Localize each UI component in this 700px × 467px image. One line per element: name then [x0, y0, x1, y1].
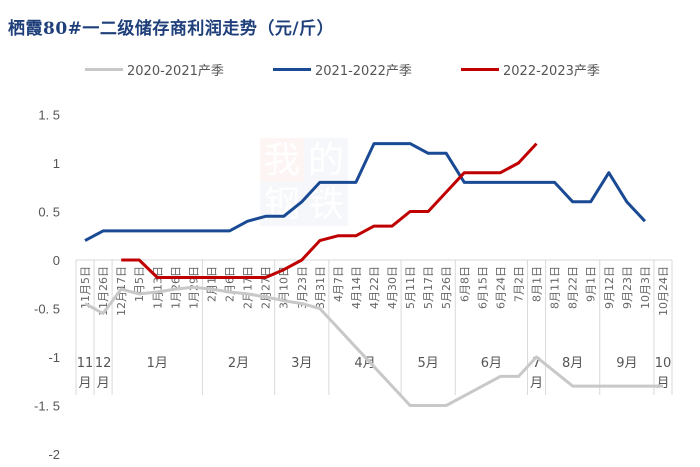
month-label: 12 [95, 356, 112, 371]
watermark-char: 的 [308, 140, 344, 181]
x-tick-label: 2月6日 [224, 266, 237, 302]
y-tick-label: 0 [53, 253, 60, 268]
month-label: 10 [655, 356, 672, 371]
month-label: 6月 [481, 356, 502, 371]
month-label: 4月 [354, 356, 375, 371]
legend-label: 2021-2022产季 [315, 64, 412, 79]
x-tick-label: 3月10日 [278, 266, 291, 309]
x-tick-label: 9月23日 [621, 266, 634, 309]
x-tick-label: 1月5日 [133, 266, 146, 302]
watermark-tile [260, 138, 304, 182]
y-tick-label: 1 [53, 156, 60, 171]
x-tick-label: 10月3日 [639, 266, 652, 309]
x-tick-label: 2月17日 [242, 266, 255, 309]
x-tick-label: 2月27日 [260, 266, 273, 309]
watermark: 我的钢铁 [260, 138, 348, 226]
x-tick-label: 5月11日 [404, 266, 417, 309]
month-label: 2月 [228, 356, 249, 371]
month-label: 8月 [562, 356, 583, 371]
month-label: 月 [530, 376, 543, 391]
month-label: 月 [79, 376, 92, 391]
x-tick-label: 6月15日 [476, 266, 489, 309]
legend-item-2022-2023: 2022-2023产季 [461, 60, 600, 79]
legend-label: 2022-2023产季 [503, 64, 600, 79]
x-tick-label: 4月7日 [332, 266, 345, 302]
x-tick-label: 9月12日 [603, 266, 616, 309]
month-label: 月 [97, 376, 110, 391]
month-label: 月 [656, 376, 669, 391]
x-tick-label: 5月17日 [422, 266, 435, 309]
x-tick-label: 7月2日 [512, 266, 525, 302]
x-tick-label: 6月24日 [494, 266, 507, 309]
month-label: 1月 [147, 356, 168, 371]
y-tick-label: -2 [48, 447, 60, 462]
x-tick-label: 4月22日 [368, 266, 381, 309]
x-tick-label: 6月8日 [458, 266, 471, 302]
chart-title: 栖霞80#一二级储存商利润走势（元/斤） [8, 19, 335, 39]
watermark-char: 钢 [264, 184, 300, 225]
y-tick-label: -1. 5 [34, 399, 60, 414]
x-tick-label: 10月24日 [657, 266, 670, 316]
legend-swatch-red [461, 68, 499, 71]
x-tick-label: 11月5日 [79, 266, 92, 309]
chart-legend: 2020-2021产季 2021-2022产季 2022-2023产季 [0, 60, 700, 80]
x-tick-label: 3月23日 [296, 266, 309, 309]
legend-item-2021-2022: 2021-2022产季 [273, 60, 412, 79]
legend-swatch-gray [85, 68, 123, 71]
watermark-tile [304, 138, 348, 182]
x-tick-label: 4月30日 [386, 266, 399, 309]
legend-item-2020-2021: 2020-2021产季 [85, 60, 224, 79]
watermark-char: 我 [264, 140, 300, 181]
x-tick-label: 4月14日 [350, 266, 363, 309]
month-label: 11 [77, 356, 94, 371]
month-label: 7 [532, 356, 540, 371]
x-tick-label: 9月1日 [585, 266, 598, 302]
month-label: 9月 [616, 356, 637, 371]
legend-label: 2020-2021产季 [127, 64, 224, 79]
series-line-1 [84, 142, 646, 242]
x-tick-label: 8月1日 [531, 266, 544, 302]
series-line-2 [121, 142, 538, 279]
x-tick-label: 3月31日 [314, 266, 327, 309]
x-tick-label: 8月11日 [549, 266, 562, 309]
x-tick-label: 8月22日 [567, 266, 580, 309]
y-tick-label: 0. 5 [38, 205, 60, 220]
y-tick-label: 1. 5 [38, 108, 60, 123]
series-line-0 [84, 285, 663, 407]
month-label: 3月 [291, 356, 312, 371]
y-tick-label: -1 [48, 350, 60, 365]
month-label: 5月 [418, 356, 439, 371]
x-tick-label: 2月1日 [205, 266, 218, 302]
legend-swatch-blue [273, 68, 311, 71]
x-tick-label: 5月26日 [440, 266, 453, 309]
y-tick-label: -0. 5 [34, 302, 60, 317]
x-tick-label: 11月26日 [97, 266, 110, 316]
